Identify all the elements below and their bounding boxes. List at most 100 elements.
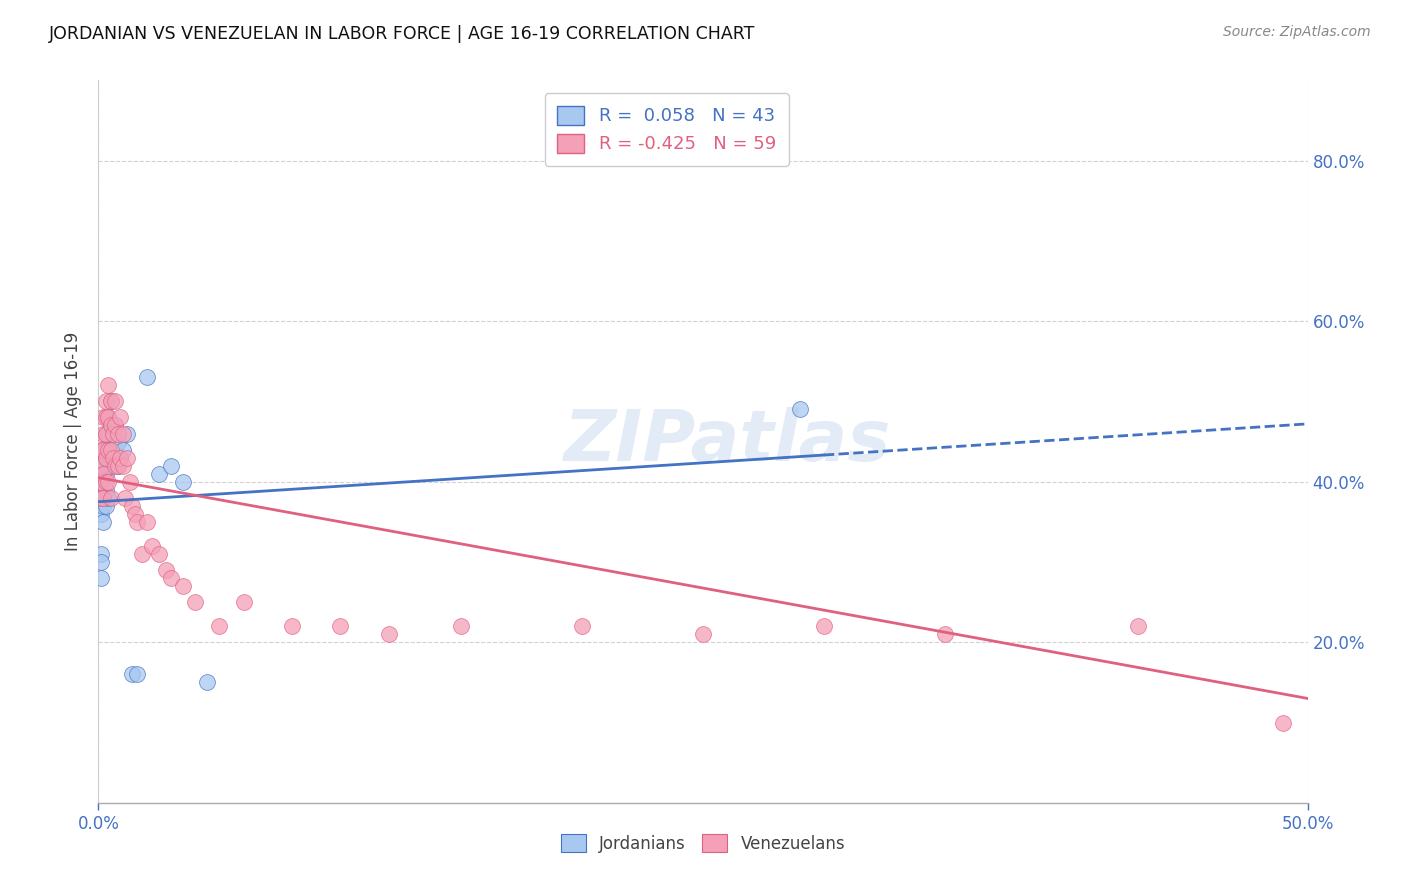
Point xyxy=(97,426,120,441)
Point xyxy=(104,458,127,473)
Point xyxy=(90,458,112,473)
Point xyxy=(101,450,124,465)
Point xyxy=(90,507,112,521)
Point xyxy=(111,442,134,457)
Point xyxy=(90,442,112,457)
Point xyxy=(141,539,163,553)
Point xyxy=(100,418,122,433)
Point xyxy=(100,491,122,505)
Point xyxy=(148,467,170,481)
Point xyxy=(97,442,120,457)
Point xyxy=(172,579,194,593)
Point xyxy=(90,491,112,505)
Point xyxy=(1128,619,1150,633)
Point xyxy=(789,402,811,417)
Point xyxy=(100,442,122,457)
Point xyxy=(108,410,131,425)
Point xyxy=(91,442,114,457)
Point xyxy=(377,627,399,641)
Point xyxy=(97,410,120,425)
Point xyxy=(232,595,254,609)
Point xyxy=(160,458,183,473)
Point xyxy=(97,491,120,505)
Point xyxy=(813,619,835,633)
Point xyxy=(94,394,117,409)
Point xyxy=(571,619,593,633)
Point xyxy=(107,426,129,441)
Point xyxy=(104,418,127,433)
Point xyxy=(127,515,149,529)
Point xyxy=(172,475,194,489)
Point xyxy=(97,475,120,489)
Point xyxy=(94,475,117,489)
Point xyxy=(91,499,114,513)
Point xyxy=(155,563,177,577)
Point xyxy=(97,442,120,457)
Point xyxy=(107,434,129,449)
Point xyxy=(107,458,129,473)
Legend: Jordanians, Venezuelans: Jordanians, Venezuelans xyxy=(554,828,852,860)
Point xyxy=(934,627,956,641)
Point xyxy=(114,491,136,505)
Point xyxy=(127,667,149,681)
Point xyxy=(111,458,134,473)
Point xyxy=(94,442,117,457)
Point xyxy=(160,571,183,585)
Point xyxy=(281,619,304,633)
Point xyxy=(100,394,122,409)
Point xyxy=(208,619,231,633)
Point xyxy=(101,450,124,465)
Point xyxy=(91,410,114,425)
Point xyxy=(94,450,117,465)
Point xyxy=(135,515,157,529)
Point xyxy=(104,418,127,433)
Point xyxy=(131,547,153,561)
Point xyxy=(94,426,117,441)
Point xyxy=(90,547,112,561)
Point xyxy=(90,571,112,585)
Point xyxy=(104,442,127,457)
Point xyxy=(1272,715,1295,730)
Point xyxy=(450,619,472,633)
Point xyxy=(101,426,124,441)
Point xyxy=(90,491,112,505)
Point xyxy=(692,627,714,641)
Point xyxy=(91,491,114,505)
Point xyxy=(97,410,120,425)
Y-axis label: In Labor Force | Age 16-19: In Labor Force | Age 16-19 xyxy=(65,332,83,551)
Point xyxy=(100,418,122,433)
Text: Source: ZipAtlas.com: Source: ZipAtlas.com xyxy=(1223,25,1371,39)
Text: ZIPatlas: ZIPatlas xyxy=(564,407,891,476)
Point xyxy=(111,426,134,441)
Point xyxy=(148,547,170,561)
Point xyxy=(100,442,122,457)
Point xyxy=(100,394,122,409)
Point xyxy=(121,499,143,513)
Point xyxy=(94,483,117,497)
Point xyxy=(100,458,122,473)
Point xyxy=(329,619,352,633)
Point xyxy=(94,499,117,513)
Point xyxy=(91,467,114,481)
Point xyxy=(91,458,114,473)
Point xyxy=(91,515,114,529)
Point xyxy=(91,442,114,457)
Point xyxy=(117,450,139,465)
Point xyxy=(91,426,114,441)
Point xyxy=(91,467,114,481)
Point xyxy=(94,467,117,481)
Point xyxy=(108,450,131,465)
Point xyxy=(94,426,117,441)
Point xyxy=(91,491,114,505)
Point xyxy=(184,595,207,609)
Point xyxy=(104,394,127,409)
Point xyxy=(101,426,124,441)
Point xyxy=(124,507,146,521)
Point xyxy=(90,555,112,569)
Point xyxy=(121,667,143,681)
Point xyxy=(97,458,120,473)
Point xyxy=(94,450,117,465)
Point xyxy=(135,370,157,384)
Point xyxy=(117,426,139,441)
Point xyxy=(118,475,141,489)
